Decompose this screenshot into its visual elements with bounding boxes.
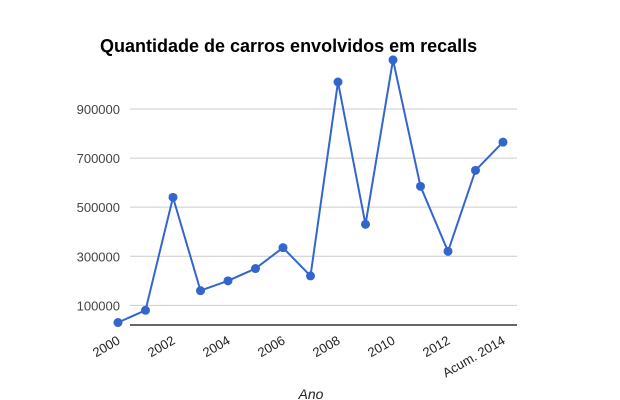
y-tick-label: 100000 bbox=[77, 298, 120, 313]
series bbox=[113, 55, 508, 328]
data-point bbox=[388, 55, 398, 65]
data-point bbox=[251, 264, 260, 274]
data-point bbox=[168, 192, 178, 202]
data-point bbox=[443, 246, 453, 256]
x-tick-label: 2010 bbox=[365, 333, 398, 360]
x-tick-label: 2002 bbox=[145, 333, 178, 360]
data-point bbox=[471, 165, 480, 175]
series-line bbox=[117, 58, 504, 324]
data-point bbox=[306, 271, 315, 281]
data-point bbox=[361, 219, 370, 229]
data-point bbox=[196, 286, 205, 296]
data-point bbox=[223, 276, 233, 286]
y-tick-label: 900000 bbox=[77, 102, 120, 117]
y-tick-label: 700000 bbox=[77, 151, 120, 166]
y-axis-ticks: 100000 300000 500000 700000 900000 bbox=[77, 102, 120, 313]
y-tick-label: 300000 bbox=[77, 249, 120, 264]
x-tick-label: Acum. 2014 bbox=[440, 333, 508, 381]
data-point bbox=[416, 181, 425, 191]
x-tick-label: 2000 bbox=[90, 333, 123, 360]
chart-title: Quantidade de carros envolvidos em recal… bbox=[100, 36, 477, 56]
y-tick-label: 500000 bbox=[77, 200, 120, 215]
data-point bbox=[333, 77, 343, 87]
x-tick-label: 2008 bbox=[310, 333, 343, 360]
x-axis-label: Ano bbox=[298, 386, 324, 400]
x-tick-label: 2004 bbox=[200, 333, 233, 360]
data-point bbox=[113, 318, 123, 328]
data-point bbox=[498, 137, 508, 147]
gridlines bbox=[130, 108, 517, 306]
data-point bbox=[141, 305, 150, 315]
data-point bbox=[278, 243, 288, 253]
x-tick-label: 2012 bbox=[420, 333, 453, 360]
x-tick-label: 2006 bbox=[255, 333, 288, 360]
